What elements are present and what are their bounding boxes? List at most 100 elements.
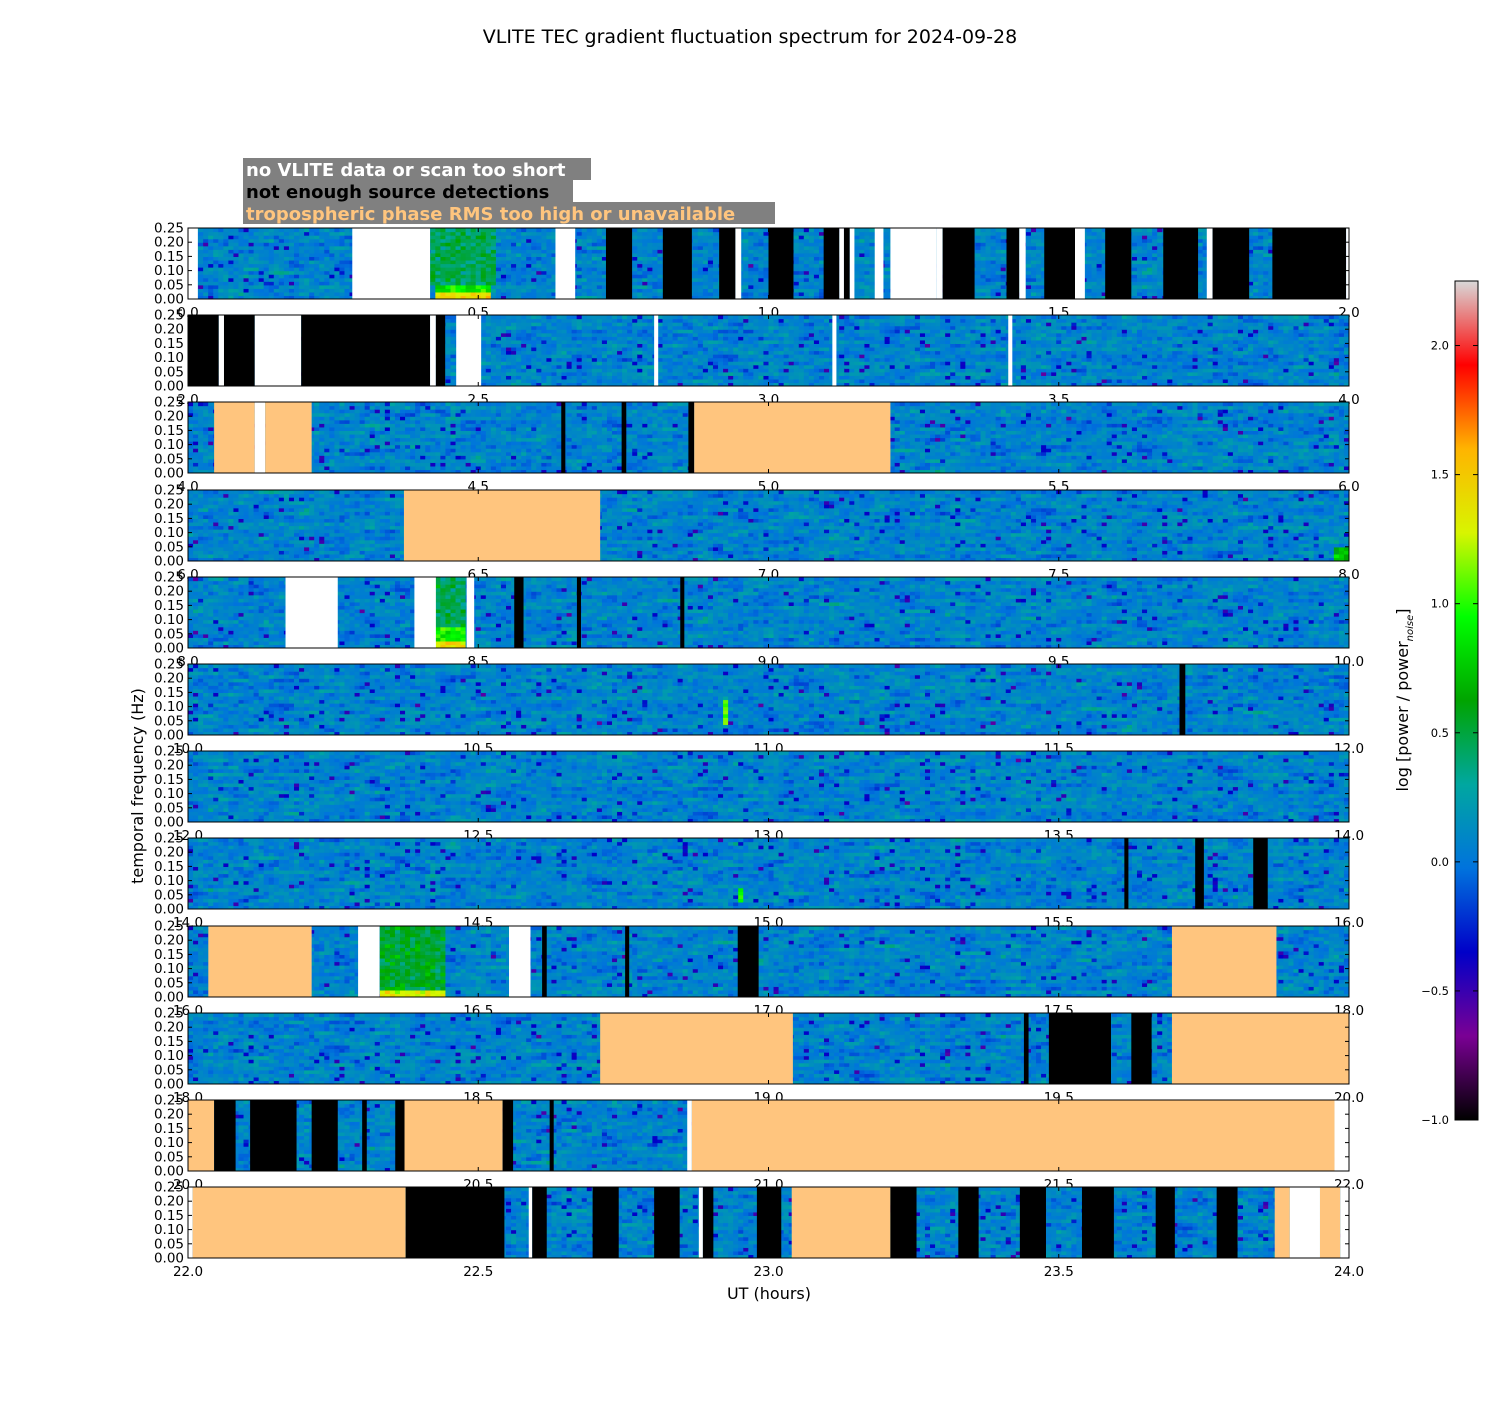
heatmap-cell <box>642 242 648 246</box>
mask-black <box>1272 228 1346 299</box>
heatmap-cell <box>647 232 653 236</box>
heatmap-cell <box>885 253 891 257</box>
heatmap-cell <box>1092 278 1098 282</box>
heatmap-cell <box>314 267 320 271</box>
heatmap-cell <box>1087 246 1093 250</box>
heatmap-cell <box>314 278 320 282</box>
heatmap-cell <box>996 239 1002 243</box>
heatmap-cell <box>269 239 275 243</box>
heatmap-cell <box>344 264 350 268</box>
heatmap-cell <box>304 256 310 260</box>
heatmap-cell <box>748 246 754 250</box>
heatmap-cell <box>294 232 300 236</box>
heatmap-cell <box>698 239 704 243</box>
heatmap-cell <box>223 274 229 278</box>
heatmap-cell <box>763 232 769 236</box>
heatmap-cell <box>743 232 749 236</box>
heatmap-cell <box>1198 228 1204 232</box>
heatmap-cell <box>536 292 542 296</box>
heatmap-cell <box>213 271 219 275</box>
heatmap-cell <box>223 288 229 292</box>
heatmap-cell <box>486 232 492 236</box>
heatmap-cell <box>703 242 709 246</box>
heatmap-cell <box>1092 232 1098 236</box>
heatmap-cell <box>440 267 446 271</box>
heatmap-cell <box>703 239 709 243</box>
heatmap-cell <box>758 228 764 232</box>
heatmap-cell <box>445 271 451 275</box>
heatmap-cell <box>223 239 229 243</box>
heatmap-cell <box>249 288 255 292</box>
heatmap-cell <box>1137 285 1143 289</box>
heatmap-cell <box>582 285 588 289</box>
heatmap-cell <box>753 274 759 278</box>
heatmap-cell <box>435 267 441 271</box>
heatmap-cell <box>546 246 552 250</box>
heatmap-cell <box>244 267 250 271</box>
heatmap-cell <box>814 235 820 239</box>
heatmap-cell <box>203 242 209 246</box>
heatmap-cell <box>526 256 532 260</box>
heatmap-cell <box>592 260 598 264</box>
heatmap-cell <box>208 274 214 278</box>
heatmap-cell <box>531 242 537 246</box>
heatmap-cell <box>698 249 704 253</box>
heatmap-cell <box>294 288 300 292</box>
heatmap-cell <box>981 246 987 250</box>
heatmap-cell <box>304 249 310 253</box>
heatmap-cell <box>541 239 547 243</box>
heatmap-cell <box>1132 242 1138 246</box>
heatmap-cell <box>713 235 719 239</box>
heatmap-cell <box>698 256 704 260</box>
heatmap-cell <box>1137 271 1143 275</box>
heatmap-cell <box>1132 249 1138 253</box>
heatmap-cell <box>536 249 542 253</box>
heatmap-cell <box>1031 278 1037 282</box>
heatmap-cell <box>809 242 815 246</box>
heatmap-cell <box>228 278 234 282</box>
heatmap-cell <box>582 278 588 282</box>
heatmap-cell <box>753 246 759 250</box>
heatmap-cell <box>859 292 865 296</box>
heatmap-cell <box>592 292 598 296</box>
heatmap-cell <box>986 256 992 260</box>
heatmap-cell <box>521 256 527 260</box>
heatmap-cell <box>708 260 714 264</box>
heatmap-cell <box>461 242 467 246</box>
heatmap-cell <box>344 239 350 243</box>
heatmap-cell <box>587 278 593 282</box>
heatmap-cell <box>975 256 981 260</box>
heatmap-cell <box>496 292 502 296</box>
heatmap-cell <box>314 281 320 285</box>
heatmap-cell <box>279 292 285 296</box>
legend-entry: tropospheric phase RMS too high or unava… <box>243 202 775 225</box>
heatmap-cell <box>198 292 204 296</box>
heatmap-cell <box>708 256 714 260</box>
heatmap-cell <box>456 253 462 257</box>
heatmap-cell <box>1132 246 1138 250</box>
heatmap-cell <box>809 232 815 236</box>
heatmap-cell <box>1142 228 1148 232</box>
heatmap-cell <box>642 278 648 282</box>
heatmap-cell <box>1087 256 1093 260</box>
heatmap-cell <box>536 235 542 239</box>
heatmap-cell <box>657 239 663 243</box>
heatmap-cell <box>1253 274 1259 278</box>
heatmap-cell <box>1147 235 1153 239</box>
heatmap-cell <box>869 271 875 275</box>
heatmap-cell <box>869 249 875 253</box>
heatmap-cell <box>223 264 229 268</box>
heatmap-cell <box>597 285 603 289</box>
heatmap-cell <box>203 271 209 275</box>
heatmap-cell <box>854 274 860 278</box>
heatmap-cell <box>693 249 699 253</box>
heatmap-cell <box>713 249 719 253</box>
heatmap-cell <box>642 232 648 236</box>
heatmap-cell <box>445 239 451 243</box>
heatmap-cell <box>491 232 497 236</box>
heatmap-cell <box>1087 232 1093 236</box>
heatmap-cell <box>213 292 219 296</box>
heatmap-cell <box>799 267 805 271</box>
heatmap-cell <box>516 253 522 257</box>
heatmap-cell <box>506 271 512 275</box>
